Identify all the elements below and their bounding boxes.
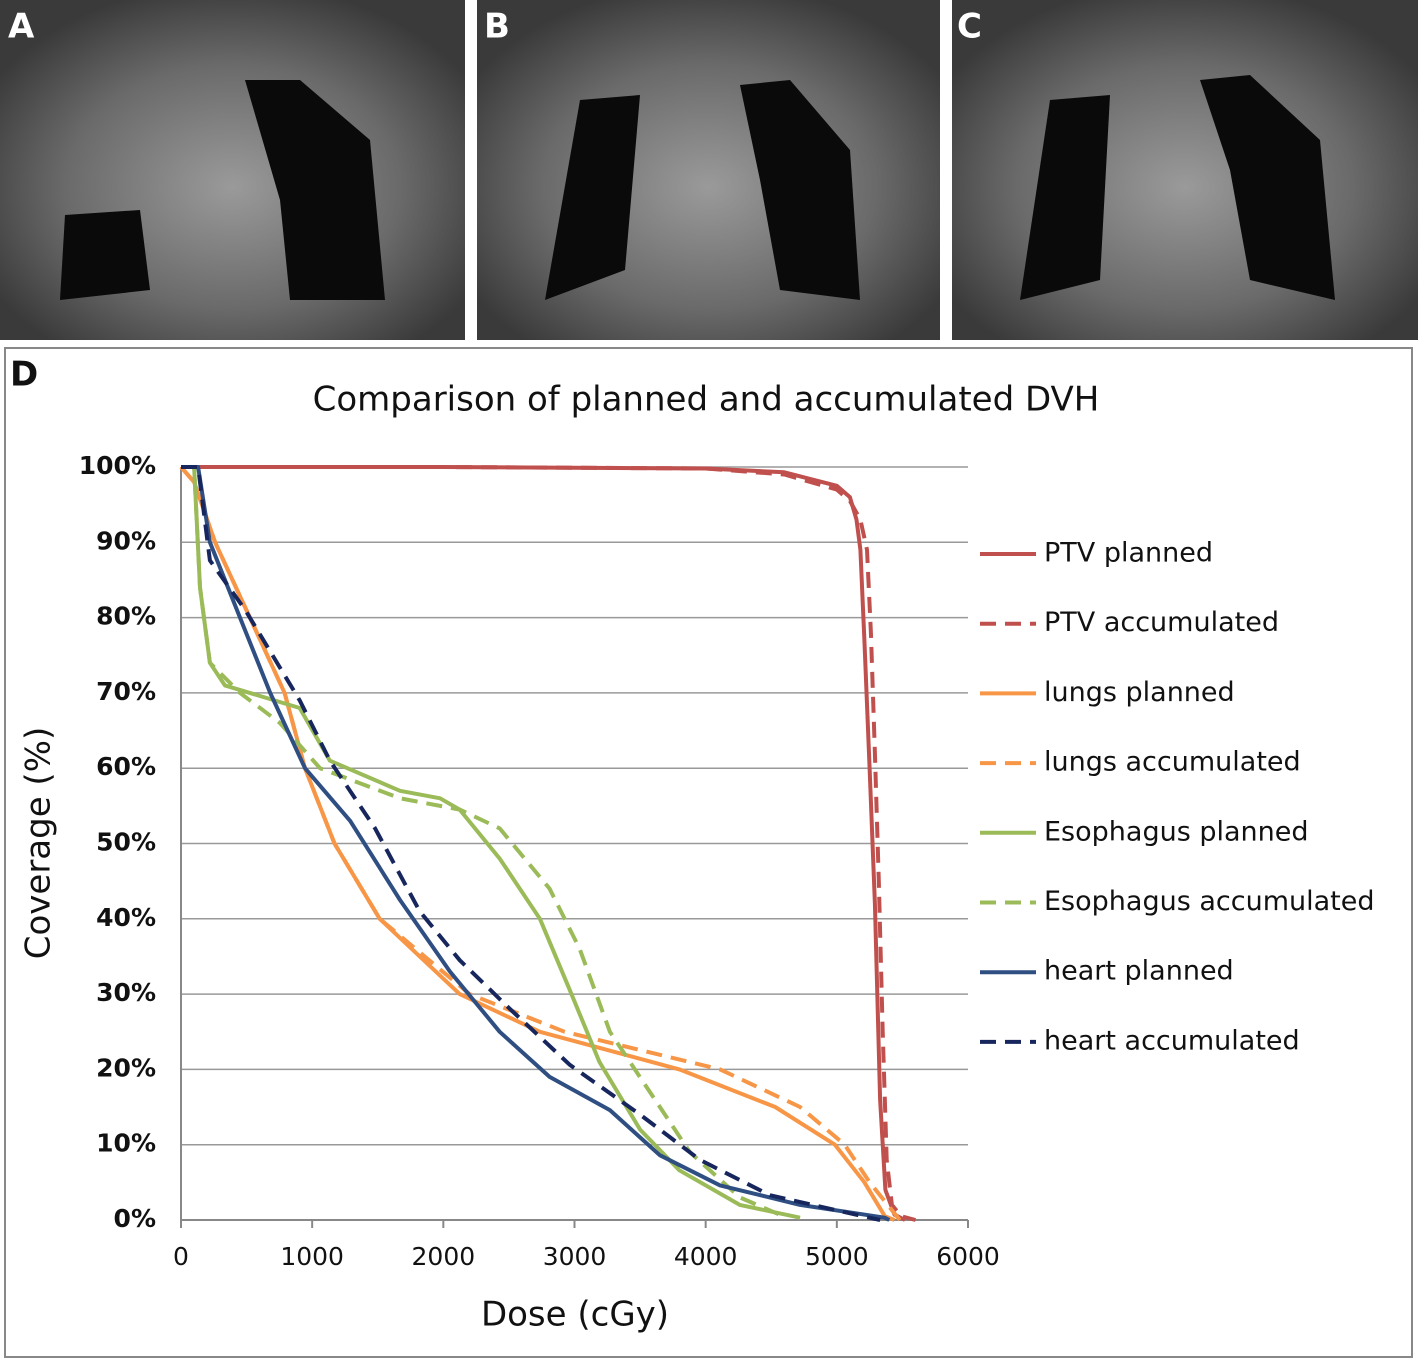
panel-label: C (957, 7, 982, 47)
legend-label: lungs accumulated (1044, 747, 1301, 778)
ct-panel (0, 0, 465, 340)
legend-label: PTV accumulated (1044, 607, 1279, 638)
legend-label: lungs planned (1044, 677, 1235, 708)
y-tick-label: 20% (96, 1053, 156, 1082)
y-tick-label: 90% (96, 526, 156, 555)
ct-panel (952, 0, 1418, 340)
panel-label: A (8, 7, 35, 47)
x-tick-label: 5000 (805, 1242, 869, 1271)
legend-label: Esophagus planned (1044, 816, 1309, 847)
chart-title: Comparison of planned and accumulated DV… (313, 380, 1100, 420)
series-line (181, 465, 801, 1220)
series-line (181, 465, 917, 1222)
y-tick-label: 60% (96, 752, 156, 781)
x-tick-label: 3000 (543, 1242, 607, 1271)
series-line (179, 465, 902, 1222)
x-tick-label: 4000 (674, 1242, 738, 1271)
y-tick-label: 50% (96, 828, 156, 857)
chart-frame (4, 347, 1413, 1358)
y-tick-label: 0% (114, 1204, 156, 1233)
y-tick-label: 80% (96, 602, 156, 631)
y-tick-label: 30% (96, 978, 156, 1007)
ct-panel (477, 0, 940, 340)
panel-label: B (484, 7, 510, 47)
x-tick-label: 6000 (936, 1242, 1000, 1271)
y-axis-label: Coverage (%) (19, 727, 59, 960)
legend-label: heart accumulated (1044, 1025, 1300, 1056)
series-line (181, 465, 781, 1217)
x-tick-label: 1000 (280, 1242, 344, 1271)
y-tick-label: 40% (96, 903, 156, 932)
x-tick-label: 0 (173, 1242, 189, 1271)
x-tick-label: 2000 (412, 1242, 476, 1271)
series-line (181, 465, 891, 1222)
series-line (181, 465, 881, 1222)
legend-label: Esophagus accumulated (1044, 886, 1375, 917)
y-tick-label: 70% (96, 677, 156, 706)
y-tick-label: 100% (79, 451, 156, 480)
legend-label: heart planned (1044, 956, 1234, 987)
panel-label: D (10, 355, 38, 395)
y-tick-label: 10% (96, 1129, 156, 1158)
x-axis-label: Dose (cGy) (481, 1295, 669, 1335)
legend-label: PTV planned (1044, 538, 1213, 569)
